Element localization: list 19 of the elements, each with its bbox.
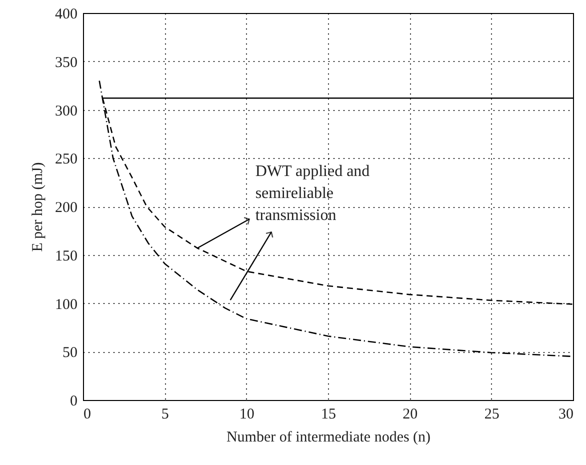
y-tick-label: 200 — [55, 200, 78, 216]
x-tick-label: 30 — [558, 406, 574, 422]
y-tick-label: 300 — [55, 103, 78, 120]
y-tick-label: 350 — [55, 54, 78, 71]
x-axis-title: Number of intermediate nodes (n) — [226, 430, 431, 446]
y-tick-label: 0 — [70, 394, 78, 410]
x-tick-label: 25 — [484, 406, 500, 422]
y-tick-label: 400 — [55, 6, 78, 22]
y-tick-label: 250 — [55, 152, 78, 168]
y-tick-label: 100 — [55, 296, 78, 313]
annotation: DWT applied and semireliable transmission — [255, 163, 370, 224]
y-axis-title: E per hop (mJ) — [30, 162, 46, 252]
y-tick-label: 150 — [55, 248, 78, 264]
y-tick-label: 50 — [62, 345, 78, 362]
x-tick-label: 5 — [161, 406, 169, 422]
x-tick-label: 10 — [239, 406, 254, 422]
x-tick-label: 20 — [402, 406, 418, 422]
x-tick-label: 15 — [321, 406, 336, 422]
x-tick-label: 0 — [84, 406, 91, 422]
